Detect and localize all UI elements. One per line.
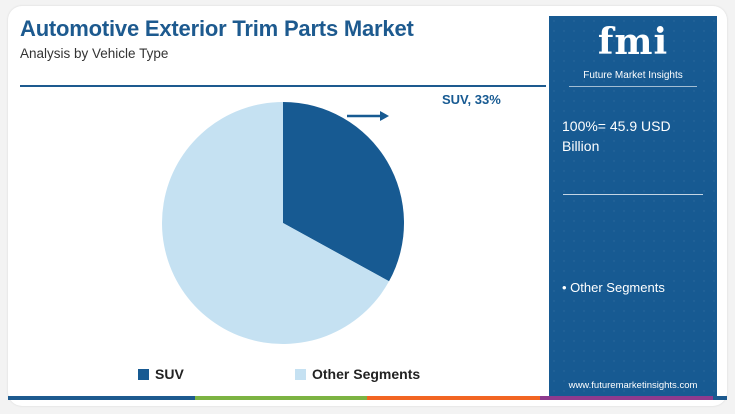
pie-slice-other-segments xyxy=(162,102,390,344)
market-total-line1: 100%= 45.9 USD xyxy=(562,118,671,134)
suv-arrow xyxy=(347,111,389,121)
pie-chart: SUV, 33% xyxy=(162,92,501,344)
title-rule xyxy=(20,85,546,87)
legend-item-suv: SUV xyxy=(138,366,184,384)
footer-bar-segment xyxy=(712,396,727,400)
fmi-logo: fmi xyxy=(597,21,669,63)
panel-divider xyxy=(563,194,703,195)
footer-bar-segment xyxy=(8,396,195,400)
website-link[interactable]: www.futuremarketinsights.com xyxy=(568,380,698,391)
footer-bar-segment xyxy=(367,396,541,400)
legend-swatch-other xyxy=(295,369,306,380)
market-total-line2: Billion xyxy=(562,138,600,154)
market-total: 100%= 45.9 USD Billion xyxy=(562,116,712,156)
footer-bar-segment xyxy=(194,396,368,400)
legend-label-suv: SUV xyxy=(155,366,184,382)
legend-item-other: Other Segments xyxy=(295,366,420,384)
legend-swatch-suv xyxy=(138,369,149,380)
segment-bullet: • Other Segments xyxy=(562,280,665,295)
footer-bar-segment xyxy=(540,396,713,400)
logo-divider xyxy=(569,86,697,87)
chart-card: Automotive Exterior Trim Parts Market An… xyxy=(8,6,727,406)
chart-title: Automotive Exterior Trim Parts Market xyxy=(20,16,414,41)
pie-slice-suv xyxy=(283,102,405,282)
logo-tagline: Future Market Insights xyxy=(583,70,683,81)
chart-subtitle: Analysis by Vehicle Type xyxy=(20,46,169,61)
legend-label-other: Other Segments xyxy=(312,366,421,382)
footer-color-bar xyxy=(8,396,727,400)
side-panel: fmi Future Market Insights 100%= 45.9 US… xyxy=(549,16,717,399)
pie-slices xyxy=(162,102,405,344)
slice-label-suv: SUV, 33% xyxy=(442,92,501,107)
